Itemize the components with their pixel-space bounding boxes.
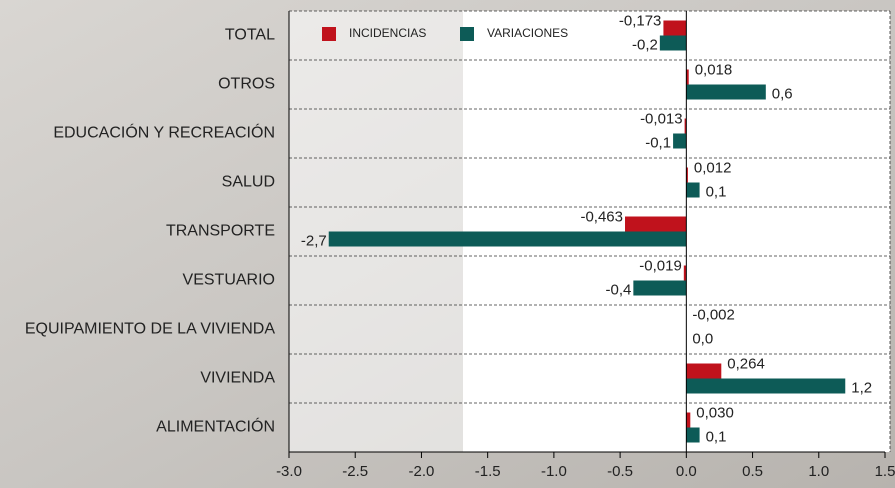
category-label: TRANSPORTE [166, 223, 275, 240]
bar [686, 182, 700, 198]
legend-swatch [460, 27, 474, 41]
value-label: 0,012 [694, 159, 732, 176]
bar [686, 84, 766, 100]
x-tick-label: 1.0 [808, 463, 829, 480]
bar [686, 378, 846, 394]
x-tick-label: -0.5 [607, 463, 633, 480]
value-label: -0,463 [580, 208, 623, 225]
legend-swatch [322, 27, 336, 41]
value-label: 0,018 [695, 61, 733, 78]
category-label: EQUIPAMIENTO DE LA VIVIENDA [25, 321, 275, 338]
value-label: 0,0 [692, 330, 713, 347]
category-label: VESTUARIO [183, 272, 275, 289]
category-label: SALUD [222, 174, 275, 191]
value-label: 0,6 [772, 85, 793, 102]
value-label: 0,1 [706, 183, 727, 200]
bar [633, 280, 687, 296]
legend-label: INCIDENCIAS [349, 26, 426, 40]
x-tick-label: 1.5 [875, 463, 895, 480]
value-label: 1,2 [851, 379, 872, 396]
x-tick-label: -2.0 [409, 463, 435, 480]
bar [686, 167, 688, 183]
value-label: -0,4 [605, 281, 631, 298]
bar [663, 20, 687, 36]
value-label: 0,030 [696, 404, 734, 421]
bar [686, 69, 689, 85]
value-label: -0,019 [639, 257, 682, 274]
bar [686, 412, 691, 428]
x-tick-label: -2.5 [342, 463, 368, 480]
x-tick-label: -3.0 [276, 463, 302, 480]
bar [683, 265, 687, 281]
bar [625, 216, 687, 232]
value-label: 0,1 [706, 428, 727, 445]
value-label: -0,2 [632, 36, 658, 53]
category-label: EDUCACIÓN Y RECREACIÓN [53, 123, 275, 142]
x-tick-label: -1.0 [541, 463, 567, 480]
value-label: -2,7 [301, 232, 327, 249]
bar [686, 363, 722, 379]
bar [684, 118, 687, 134]
value-label: -0,173 [619, 12, 662, 29]
value-label: -0,002 [692, 306, 735, 323]
category-label: ALIMENTACIÓN [156, 417, 275, 436]
value-label: -0,1 [645, 134, 671, 151]
bar [673, 133, 687, 149]
bar [686, 427, 700, 443]
x-tick-label: 0.5 [742, 463, 763, 480]
bar [328, 231, 687, 247]
x-tick-label: 0.0 [676, 463, 697, 480]
legend-label: VARIACIONES [487, 26, 568, 40]
x-tick-label: -1.5 [475, 463, 501, 480]
bar [659, 35, 687, 51]
value-label: -0,013 [640, 110, 683, 127]
category-label: OTROS [218, 76, 275, 93]
value-label: 0,264 [727, 355, 765, 372]
category-label: VIVIENDA [200, 370, 275, 387]
category-label: TOTAL [225, 27, 275, 44]
